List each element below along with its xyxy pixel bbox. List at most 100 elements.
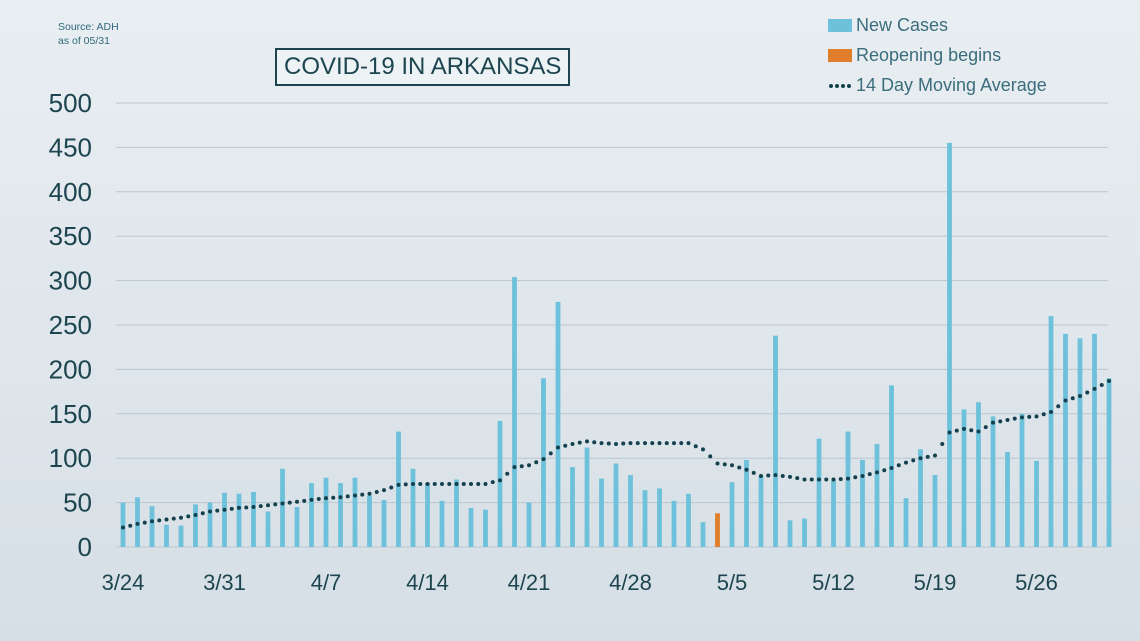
moving-average-line [121, 378, 1111, 530]
case-bar [744, 459, 749, 547]
legend-label-new-cases: New Cases [856, 14, 949, 35]
average-dot [1056, 404, 1061, 409]
average-dot [128, 523, 133, 528]
average-dot [722, 462, 727, 467]
case-bar [947, 142, 952, 547]
average-dot [1070, 396, 1075, 401]
average-point [904, 460, 908, 465]
average-dot [998, 419, 1003, 424]
average-point [396, 482, 401, 487]
average-point [512, 465, 517, 470]
average-point [208, 509, 212, 514]
average-dot [882, 468, 887, 473]
case-bar [309, 483, 314, 547]
case-bar [178, 525, 184, 547]
legend-item-new-cases: New Cases [828, 10, 1047, 40]
average-dot [563, 443, 568, 448]
average-dot [200, 511, 205, 516]
case-bar [338, 483, 343, 547]
average-point [367, 491, 372, 496]
y-tick-label: 350 [49, 221, 92, 251]
average-dot [911, 458, 916, 463]
case-bar [1092, 333, 1097, 547]
case-bar [164, 524, 169, 547]
case-bar [439, 500, 445, 547]
average-dot [389, 485, 394, 490]
y-tick-label: 450 [49, 132, 92, 162]
x-axis-ticks: 3/24 3/31 4/7 4/14 4/21 4/28 5/5 5/12 5/19 5/26 [102, 570, 1058, 595]
average-dot [592, 440, 597, 445]
case-bar [773, 335, 778, 547]
case-bar [367, 495, 372, 547]
average-point [1063, 398, 1068, 403]
average-point [382, 488, 386, 493]
case-bar [816, 438, 822, 547]
x-tick-label: 3/31 [203, 570, 246, 595]
case-bar [468, 507, 474, 547]
reopening-bar [715, 513, 720, 547]
average-dot [171, 516, 176, 521]
case-bar [396, 431, 401, 547]
average-point [541, 457, 546, 462]
average-point [353, 493, 357, 498]
case-bar [903, 498, 909, 547]
average-dot [418, 481, 423, 486]
average-dot [751, 470, 756, 475]
case-bar [352, 477, 358, 547]
average-dot [287, 500, 292, 505]
average-dot [838, 477, 843, 482]
case-bar [555, 301, 561, 547]
case-bar [410, 468, 416, 547]
case-bar [1106, 378, 1112, 547]
case-bar [976, 402, 981, 547]
average-point [469, 481, 473, 486]
average-dot [490, 480, 495, 485]
average-dot [969, 428, 974, 433]
average-point [788, 474, 792, 479]
average-point [918, 456, 923, 461]
average-point [280, 501, 285, 506]
y-tick-label: 0 [78, 532, 92, 562]
average-point [860, 473, 865, 478]
average-dot [215, 508, 220, 513]
average-point [237, 505, 241, 510]
y-tick-label: 300 [49, 266, 92, 296]
average-point [425, 481, 430, 486]
average-point [179, 515, 183, 520]
average-point [962, 426, 966, 431]
legend-swatch-reopening [828, 48, 852, 62]
case-bar [686, 493, 691, 547]
case-bar [1019, 413, 1025, 547]
chart-title: COVID-19 IN ARKANSAS [275, 48, 571, 86]
case-bar [149, 506, 155, 547]
average-point [715, 461, 720, 466]
average-dot [534, 460, 539, 465]
case-bar [961, 409, 967, 547]
average-point [251, 505, 256, 510]
average-dot [824, 477, 829, 482]
average-point [411, 481, 415, 486]
average-point [121, 525, 125, 530]
y-tick-label: 150 [49, 399, 92, 429]
case-bar [1077, 338, 1083, 547]
average-point [309, 497, 314, 502]
case-bar [860, 459, 865, 547]
x-tick-label: 4/21 [508, 570, 551, 595]
average-dot [621, 441, 626, 446]
y-tick-label: 400 [49, 177, 92, 207]
average-point [599, 441, 604, 446]
average-point [802, 477, 807, 482]
y-tick-label: 50 [63, 488, 92, 518]
x-tick-label: 5/26 [1015, 570, 1058, 595]
average-point [614, 441, 618, 446]
average-dot [737, 465, 742, 470]
average-dot [273, 502, 278, 507]
average-dot [360, 492, 365, 497]
x-tick-label: 5/19 [914, 570, 957, 595]
average-dot [461, 481, 466, 486]
case-bar [236, 493, 242, 547]
average-dot [258, 504, 263, 509]
average-dot [795, 476, 800, 481]
bars [120, 142, 1112, 547]
average-dot [983, 425, 988, 430]
